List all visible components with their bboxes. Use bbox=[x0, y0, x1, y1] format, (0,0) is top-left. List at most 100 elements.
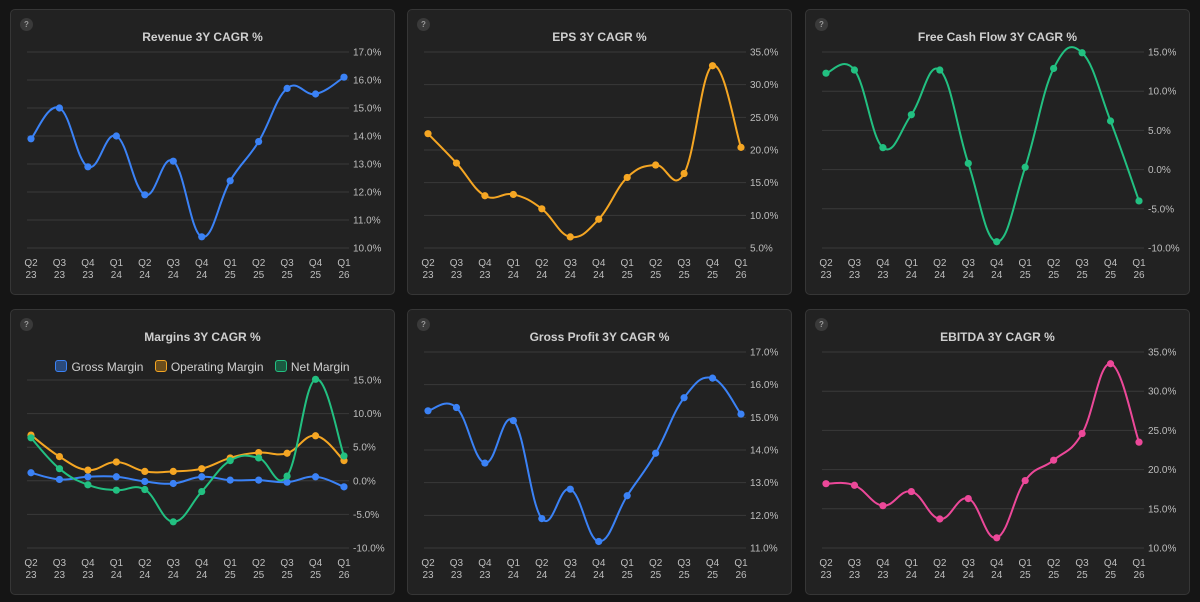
data-point[interactable] bbox=[198, 487, 206, 496]
data-point[interactable] bbox=[340, 483, 348, 491]
help-icon[interactable]: ? bbox=[815, 18, 828, 31]
data-point[interactable] bbox=[1021, 476, 1029, 485]
data-point[interactable] bbox=[55, 465, 64, 473]
data-point[interactable] bbox=[708, 374, 717, 382]
data-point[interactable] bbox=[27, 434, 35, 442]
data-point[interactable] bbox=[424, 130, 432, 138]
data-point[interactable] bbox=[1135, 438, 1143, 446]
data-point[interactable] bbox=[907, 111, 915, 119]
data-point[interactable] bbox=[566, 485, 574, 493]
data-point[interactable] bbox=[226, 177, 234, 185]
data-point[interactable] bbox=[283, 449, 291, 457]
data-point[interactable] bbox=[283, 478, 291, 486]
data-point[interactable] bbox=[55, 475, 64, 484]
data-point[interactable] bbox=[55, 453, 64, 461]
data-point[interactable] bbox=[452, 403, 461, 412]
data-point[interactable] bbox=[481, 459, 489, 467]
data-point[interactable] bbox=[84, 163, 92, 171]
data-point[interactable] bbox=[84, 466, 92, 474]
data-point[interactable] bbox=[623, 173, 631, 182]
data-point[interactable] bbox=[169, 467, 177, 475]
data-point[interactable] bbox=[652, 161, 660, 169]
data-point[interactable] bbox=[566, 233, 574, 241]
data-point[interactable] bbox=[255, 448, 263, 457]
data-point[interactable] bbox=[169, 518, 177, 526]
data-point[interactable] bbox=[623, 492, 631, 500]
data-point[interactable] bbox=[112, 473, 120, 481]
data-point[interactable] bbox=[964, 495, 972, 503]
data-point[interactable] bbox=[27, 135, 35, 143]
data-point[interactable] bbox=[340, 452, 348, 460]
help-icon[interactable]: ? bbox=[417, 18, 430, 31]
data-point[interactable] bbox=[55, 104, 64, 112]
data-point[interactable] bbox=[198, 465, 206, 473]
data-point[interactable] bbox=[879, 144, 887, 152]
help-icon[interactable]: ? bbox=[20, 318, 33, 331]
data-point[interactable] bbox=[141, 467, 149, 475]
data-point[interactable] bbox=[595, 537, 603, 546]
data-point[interactable] bbox=[112, 486, 120, 494]
data-point[interactable] bbox=[311, 375, 320, 383]
data-point[interactable] bbox=[964, 159, 972, 167]
data-point[interactable] bbox=[141, 485, 149, 494]
data-point[interactable] bbox=[452, 159, 461, 167]
data-point[interactable] bbox=[1050, 64, 1058, 73]
data-point[interactable] bbox=[198, 233, 206, 241]
data-point[interactable] bbox=[112, 458, 120, 466]
data-point[interactable] bbox=[340, 73, 348, 81]
data-point[interactable] bbox=[141, 477, 149, 486]
data-point[interactable] bbox=[936, 515, 944, 523]
data-point[interactable] bbox=[680, 169, 688, 178]
data-point[interactable] bbox=[1078, 49, 1086, 57]
data-point[interactable] bbox=[538, 205, 546, 213]
data-point[interactable] bbox=[509, 417, 517, 425]
data-point[interactable] bbox=[255, 454, 263, 462]
data-point[interactable] bbox=[255, 476, 263, 484]
data-point[interactable] bbox=[652, 449, 660, 457]
data-point[interactable] bbox=[283, 84, 291, 92]
data-point[interactable] bbox=[311, 90, 320, 98]
data-point[interactable] bbox=[822, 69, 830, 77]
data-point[interactable] bbox=[169, 479, 177, 488]
data-point[interactable] bbox=[1106, 117, 1115, 125]
data-point[interactable] bbox=[424, 407, 432, 415]
data-point[interactable] bbox=[1078, 429, 1086, 438]
help-icon[interactable]: ? bbox=[815, 318, 828, 331]
data-point[interactable] bbox=[708, 62, 717, 70]
data-point[interactable] bbox=[737, 410, 745, 418]
data-point[interactable] bbox=[737, 143, 745, 151]
data-point[interactable] bbox=[595, 215, 603, 223]
data-point[interactable] bbox=[1135, 197, 1143, 205]
help-icon[interactable]: ? bbox=[417, 318, 430, 331]
data-point[interactable] bbox=[907, 487, 915, 496]
data-point[interactable] bbox=[226, 457, 234, 465]
data-point[interactable] bbox=[850, 481, 859, 489]
data-point[interactable] bbox=[311, 432, 320, 440]
legend-item-net-margin[interactable]: Net Margin bbox=[274, 360, 350, 374]
data-point[interactable] bbox=[84, 481, 92, 489]
data-point[interactable] bbox=[311, 473, 320, 481]
data-point[interactable] bbox=[538, 515, 546, 523]
data-point[interactable] bbox=[1021, 163, 1029, 171]
data-point[interactable] bbox=[141, 191, 149, 199]
data-point[interactable] bbox=[283, 472, 291, 480]
data-point[interactable] bbox=[255, 138, 263, 146]
data-point[interactable] bbox=[112, 132, 120, 140]
data-point[interactable] bbox=[993, 238, 1001, 246]
data-point[interactable] bbox=[850, 66, 859, 74]
legend-item-gross-margin[interactable]: Gross Margin bbox=[55, 360, 143, 374]
help-icon[interactable]: ? bbox=[20, 18, 33, 31]
data-point[interactable] bbox=[879, 502, 887, 510]
data-point[interactable] bbox=[822, 480, 830, 488]
data-point[interactable] bbox=[84, 473, 92, 481]
data-point[interactable] bbox=[226, 476, 234, 484]
data-point[interactable] bbox=[1050, 456, 1058, 464]
data-point[interactable] bbox=[936, 66, 944, 74]
data-point[interactable] bbox=[993, 534, 1001, 542]
data-point[interactable] bbox=[169, 157, 177, 165]
legend-item-operating-margin[interactable]: Operating Margin bbox=[154, 360, 264, 374]
data-point[interactable] bbox=[680, 394, 688, 402]
data-point[interactable] bbox=[509, 190, 517, 199]
data-point[interactable] bbox=[1106, 360, 1115, 368]
data-point[interactable] bbox=[27, 469, 35, 477]
